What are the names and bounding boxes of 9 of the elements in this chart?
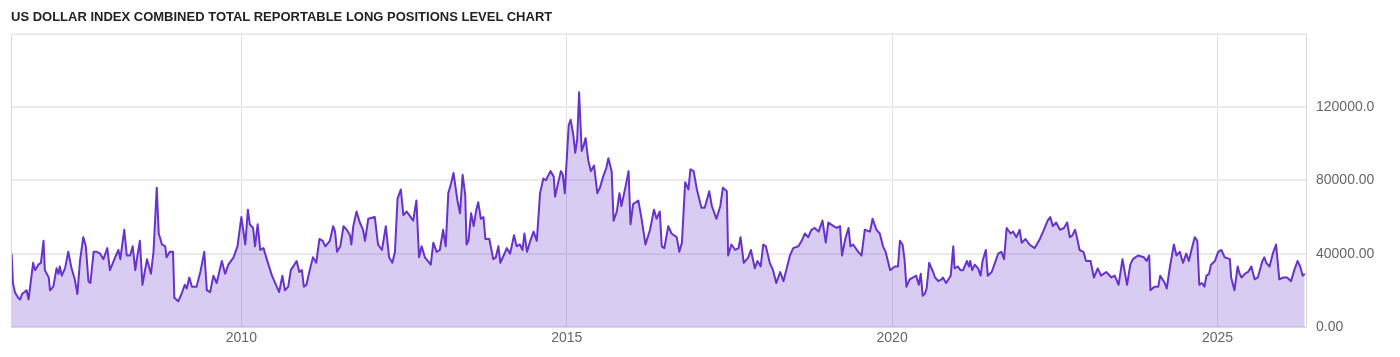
chart-title: US DOLLAR INDEX COMBINED TOTAL REPORTABLE LONG POSITIONS LEVEL CHART (11, 9, 553, 25)
y-tick-label: 0.00 (1316, 317, 1344, 334)
x-tick-label: 2010 (225, 329, 258, 346)
y-tick-label: 40000.00 (1316, 244, 1375, 261)
x-tick-label: 2025 (1201, 329, 1234, 346)
y-tick-label: 120000.0 (1316, 97, 1375, 114)
x-tick-label: 2020 (876, 329, 908, 346)
y-tick-label: 80000.00 (1316, 171, 1375, 188)
x-tick-label: 2015 (551, 329, 583, 346)
